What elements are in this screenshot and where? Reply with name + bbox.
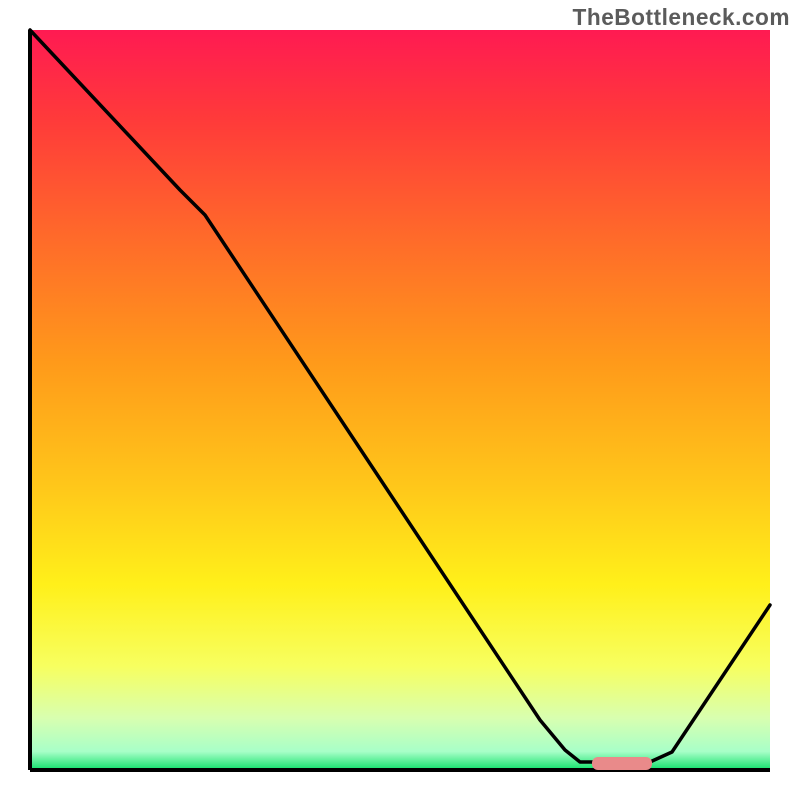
watermark-text: TheBottleneck.com <box>573 4 790 31</box>
valley-marker <box>592 757 652 770</box>
bottleneck-chart <box>0 0 800 800</box>
chart-container: TheBottleneck.com <box>0 0 800 800</box>
plot-area <box>30 30 770 770</box>
